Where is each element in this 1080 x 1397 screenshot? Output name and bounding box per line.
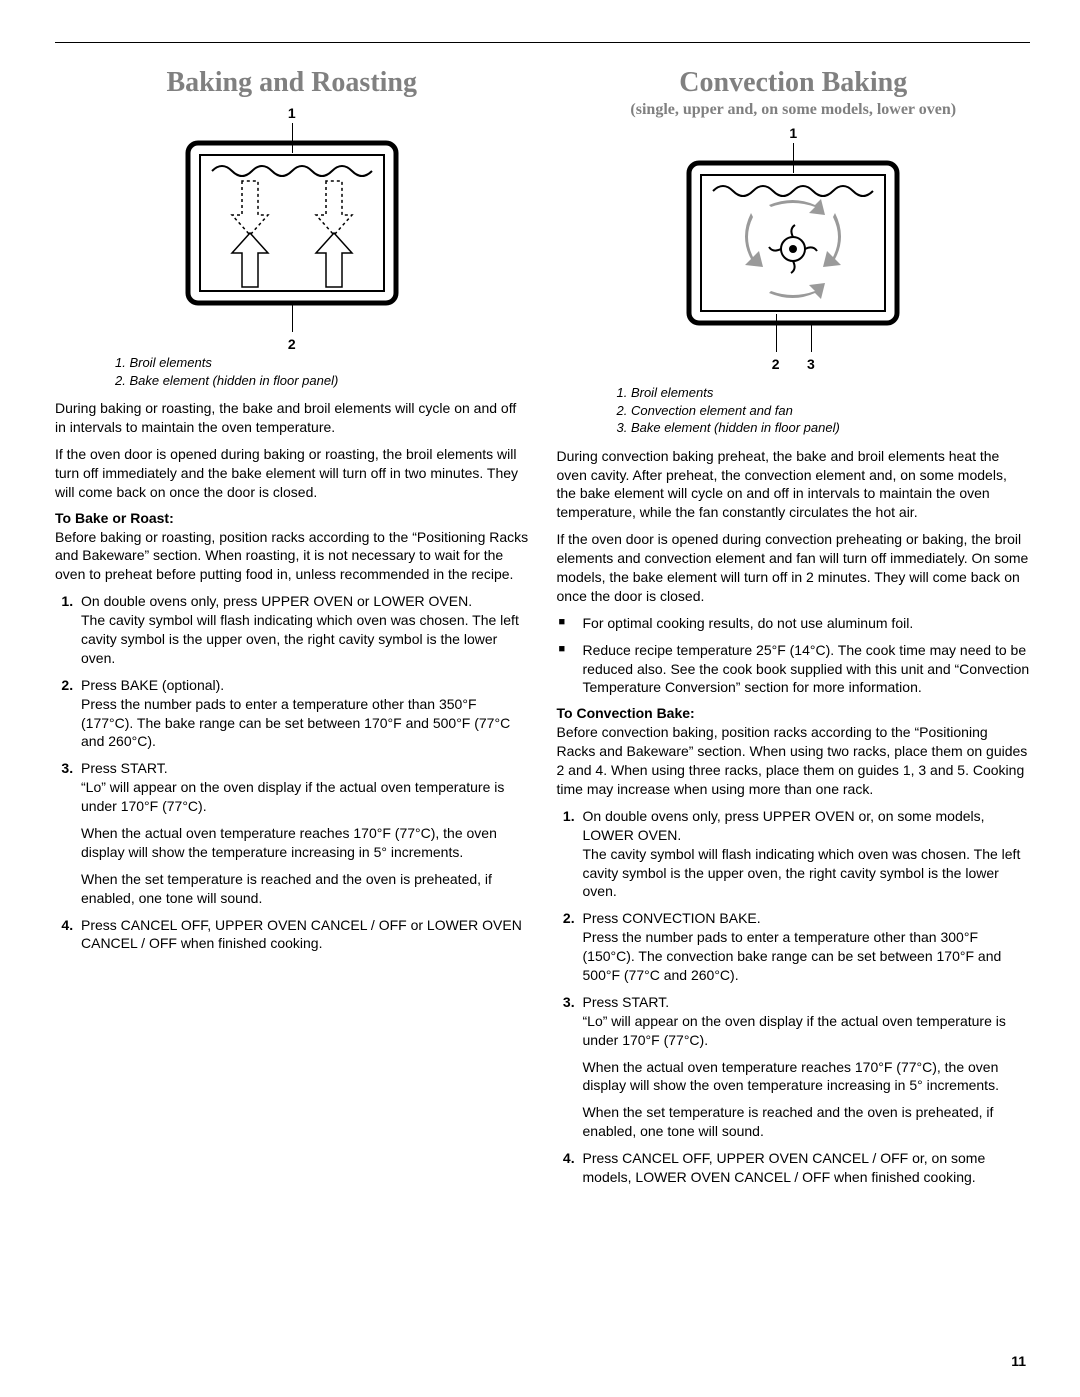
figure-label-3: 3 (807, 356, 815, 372)
caption-line: 3. Bake element (hidden in floor panel) (617, 419, 1031, 437)
caption-line: 2. Convection element and fan (617, 402, 1031, 420)
step-2: Press BAKE (optional). Press the number … (77, 676, 529, 752)
step-para: Press the number pads to enter a tempera… (583, 928, 1031, 985)
bullet-item: For optimal cooking results, do not use … (557, 614, 1031, 633)
left-figure: 1 (55, 111, 529, 314)
step-para: Press the number pads to enter a tempera… (81, 695, 529, 752)
right-para-2: If the oven door is opened during convec… (557, 530, 1031, 606)
step-3: Press START. “Lo” will appear on the ove… (579, 993, 1031, 1141)
leader-line (793, 143, 794, 173)
step-4: Press CANCEL OFF, UPPER OVEN CANCEL / OF… (77, 916, 529, 954)
figure-label-1: 1 (789, 125, 797, 141)
right-subtitle: (single, upper and, on some models, lowe… (557, 101, 1031, 119)
step-lead: Press CANCEL OFF, UPPER OVEN CANCEL / OF… (81, 917, 522, 952)
right-title: Convection Baking (557, 67, 1031, 99)
left-figure-caption: 1. Broil elements 2. Bake element (hidde… (115, 354, 529, 389)
step-para: “Lo” will appear on the oven display if … (81, 778, 529, 816)
figure-label-2: 2 (772, 356, 780, 372)
step-1: On double ovens only, press UPPER OVEN o… (77, 592, 529, 668)
step-lead: Press BAKE (optional). (81, 677, 224, 693)
left-title: Baking and Roasting (55, 67, 529, 99)
left-para-1: During baking or roasting, the bake and … (55, 399, 529, 437)
step-1: On double ovens only, press UPPER OVEN o… (579, 807, 1031, 901)
left-column: Baking and Roasting 1 (55, 63, 529, 1195)
left-subhead-para: Before baking or roasting, position rack… (55, 528, 529, 585)
step-para: “Lo” will appear on the oven display if … (583, 1012, 1031, 1050)
step-lead: On double ovens only, press UPPER OVEN o… (81, 593, 472, 609)
step-para: The cavity symbol will flash indicating … (81, 611, 529, 668)
caption-line: 1. Broil elements (617, 384, 1031, 402)
page-columns: Baking and Roasting 1 (55, 63, 1030, 1195)
oven-convection-svg (683, 157, 903, 329)
step-lead: Press START. (81, 760, 168, 776)
step-lead: Press START. (583, 994, 670, 1010)
caption-line: 1. Broil elements (115, 354, 529, 372)
step-para: When the actual oven temperature reaches… (81, 824, 529, 862)
figure-label-1: 1 (288, 105, 296, 121)
left-para-2: If the oven door is opened during baking… (55, 445, 529, 502)
right-para-1: During convection baking preheat, the ba… (557, 447, 1031, 523)
right-subhead-para: Before convection baking, position racks… (557, 723, 1031, 799)
right-subhead: To Convection Bake: (557, 705, 1031, 721)
step-lead: Press CONVECTION BAKE. (583, 910, 761, 926)
bullet-item: Reduce recipe temperature 25°F (14°C). T… (557, 641, 1031, 698)
right-column: Convection Baking (single, upper and, on… (557, 63, 1031, 1195)
top-rule (55, 42, 1030, 43)
leader-line (292, 123, 293, 153)
leader-line (292, 304, 293, 332)
oven-diagram-convection: 1 (683, 131, 903, 334)
step-lead: Press CANCEL OFF, UPPER OVEN CANCEL / OF… (583, 1150, 986, 1185)
step-4: Press CANCEL OFF, UPPER OVEN CANCEL / OF… (579, 1149, 1031, 1187)
right-figure: 1 (557, 131, 1031, 334)
step-2: Press CONVECTION BAKE. Press the number … (579, 909, 1031, 985)
figure-label-2: 2 (288, 336, 296, 352)
step-para: The cavity symbol will flash indicating … (583, 845, 1031, 902)
leader-line (776, 314, 777, 352)
left-steps: On double ovens only, press UPPER OVEN o… (55, 592, 529, 953)
right-steps: On double ovens only, press UPPER OVEN o… (557, 807, 1031, 1187)
step-lead: On double ovens only, press UPPER OVEN o… (583, 808, 985, 843)
oven-baking-svg (182, 137, 402, 309)
step-para: When the set temperature is reached and … (81, 870, 529, 908)
oven-diagram-baking: 1 (182, 111, 402, 314)
leader-line (811, 324, 812, 352)
step-para: When the set temperature is reached and … (583, 1103, 1031, 1141)
caption-line: 2. Bake element (hidden in floor panel) (115, 372, 529, 390)
step-3: Press START. “Lo” will appear on the ove… (77, 759, 529, 907)
right-figure-caption: 1. Broil elements 2. Convection element … (617, 384, 1031, 437)
page-number: 11 (1011, 1353, 1026, 1369)
right-bullets: For optimal cooking results, do not use … (557, 614, 1031, 698)
left-subhead: To Bake or Roast: (55, 510, 529, 526)
step-para: When the actual oven temperature reaches… (583, 1058, 1031, 1096)
